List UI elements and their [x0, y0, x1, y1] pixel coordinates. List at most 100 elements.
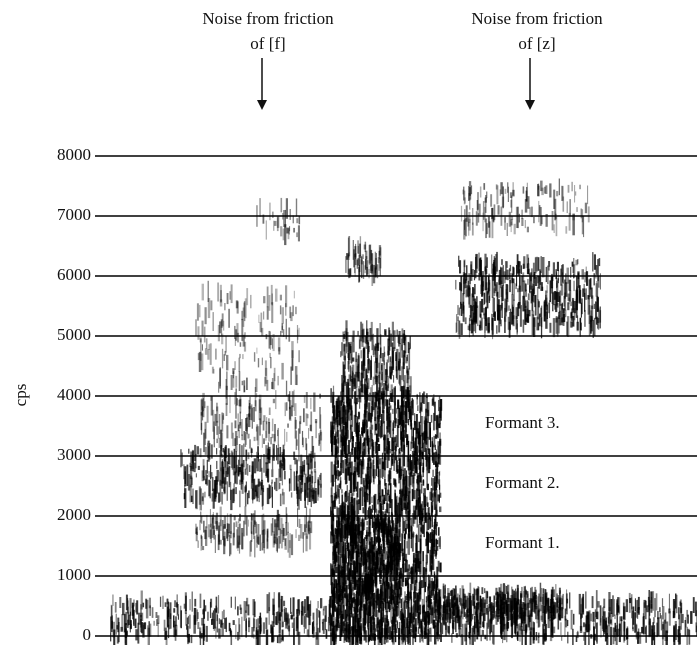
noise-stroke — [342, 380, 345, 401]
noise-stroke — [503, 623, 506, 641]
noise-stroke — [323, 606, 325, 611]
noise-stroke — [386, 624, 389, 634]
noise-stroke — [390, 528, 393, 549]
noise-stroke — [551, 211, 554, 231]
noise-stroke — [390, 562, 392, 571]
noise-stroke — [403, 493, 406, 510]
noise-stroke — [313, 392, 316, 412]
noise-stroke — [426, 632, 429, 645]
noise-stroke — [411, 423, 413, 444]
noise-stroke — [204, 605, 207, 612]
noise-stroke — [349, 569, 352, 590]
noise-stroke — [496, 592, 499, 603]
noise-stroke — [232, 620, 235, 625]
noise-stroke — [282, 454, 284, 463]
noise-stroke — [297, 475, 300, 482]
noise-stroke — [271, 627, 274, 643]
noise-stroke — [567, 316, 570, 337]
noise-stroke — [542, 588, 545, 594]
noise-stroke — [575, 259, 578, 266]
noise-stroke — [232, 371, 234, 379]
noise-stroke — [342, 501, 345, 520]
noise-stroke — [254, 489, 257, 499]
noise-stroke — [267, 528, 269, 538]
noise-stroke — [672, 610, 675, 619]
noise-stroke — [561, 598, 563, 605]
noise-stroke — [398, 571, 400, 590]
noise-stroke — [490, 602, 493, 622]
noise-stroke — [662, 621, 664, 629]
noise-stroke — [379, 258, 381, 276]
noise-stroke — [395, 555, 398, 565]
noise-stroke — [666, 621, 669, 634]
noise-stroke — [471, 269, 474, 277]
noise-stroke — [340, 595, 342, 613]
noise-stroke — [209, 601, 212, 618]
noise-stroke — [577, 315, 579, 323]
noise-stroke — [468, 181, 472, 200]
noise-stroke — [252, 617, 255, 632]
noise-stroke — [353, 447, 356, 462]
noise-stroke — [648, 618, 651, 636]
noise-stroke — [343, 343, 346, 361]
noise-stroke — [420, 402, 423, 411]
noise-stroke — [333, 587, 335, 607]
noise-stroke — [280, 637, 282, 643]
noise-stroke — [578, 290, 581, 301]
noise-stroke — [266, 594, 269, 614]
noise-stroke — [143, 622, 147, 630]
noise-stroke — [347, 525, 351, 536]
noise-stroke — [565, 282, 568, 297]
noise-stroke — [374, 251, 377, 273]
noise-stroke — [348, 269, 351, 278]
noise-stroke — [260, 312, 263, 333]
noise-stroke — [200, 535, 202, 551]
noise-stroke — [359, 617, 361, 633]
noise-stroke — [438, 527, 440, 536]
noise-stroke — [262, 214, 265, 224]
noise-stroke — [300, 610, 303, 625]
noise-stroke — [244, 468, 247, 475]
noise-stroke — [531, 601, 533, 617]
noise-stroke — [384, 564, 386, 571]
noise-stroke — [417, 627, 420, 634]
label-background — [478, 532, 578, 556]
noise-stroke — [479, 598, 482, 612]
noise-stroke — [403, 568, 405, 573]
noise-stroke — [229, 513, 232, 534]
noise-stroke — [417, 524, 420, 543]
noise-stroke — [298, 327, 300, 336]
noise-stroke — [346, 332, 348, 354]
noise-stroke — [381, 414, 383, 427]
noise-stroke — [266, 286, 269, 308]
noise-stroke — [496, 282, 498, 297]
noise-stroke — [538, 200, 540, 223]
noise-stroke — [484, 253, 487, 275]
noise-stroke — [271, 469, 274, 478]
noise-stroke — [234, 471, 237, 484]
noise-stroke — [200, 339, 202, 361]
noise-stroke — [528, 598, 531, 605]
noise-stroke — [111, 605, 113, 618]
noise-stroke — [466, 595, 468, 618]
noise-stroke — [123, 613, 126, 633]
noise-stroke — [576, 286, 578, 299]
noise-stroke — [404, 334, 406, 346]
noise-stroke — [401, 344, 403, 358]
noise-stroke — [533, 317, 536, 327]
noise-stroke — [398, 514, 401, 528]
noise-stroke — [494, 610, 497, 619]
noise-stroke — [521, 609, 524, 624]
noise-stroke — [379, 354, 381, 375]
noise-stroke — [635, 600, 638, 618]
noise-stroke — [401, 533, 404, 552]
noise-stroke — [299, 524, 303, 539]
noise-stroke — [196, 612, 199, 619]
noise-stroke — [373, 528, 376, 542]
noise-stroke — [289, 209, 291, 220]
noise-stroke — [370, 624, 373, 641]
noise-stroke — [443, 604, 445, 626]
noise-stroke — [572, 298, 575, 311]
noise-stroke — [365, 474, 368, 482]
